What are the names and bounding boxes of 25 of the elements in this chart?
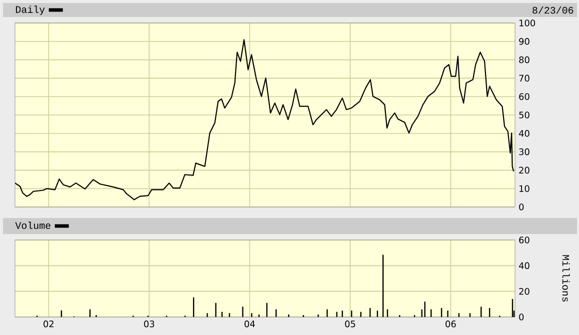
y-tick-label: 60 bbox=[519, 93, 530, 100]
line-series bbox=[15, 39, 514, 200]
y-tick-label: 80 bbox=[519, 56, 530, 64]
legend-label: Daily bbox=[16, 6, 45, 15]
y-tick-label: 90 bbox=[519, 38, 530, 45]
y-tick-label: 60 bbox=[519, 236, 530, 244]
y-tick-label: 10 bbox=[520, 185, 530, 192]
text: 8/23/06 bbox=[532, 6, 574, 14]
y-tick-label: 0 bbox=[519, 314, 524, 320]
y-tick-label: 40 bbox=[518, 262, 530, 270]
y-tick-label: 30 bbox=[519, 148, 530, 156]
y-axis-title: Millions bbox=[562, 255, 570, 302]
legend-label: Volume bbox=[15, 222, 50, 229]
y-tick-label: 20 bbox=[519, 288, 530, 295]
y-tick-label: 50 bbox=[519, 112, 530, 118]
y-tick-label: 0 bbox=[519, 204, 524, 210]
x-tick-label: 05 bbox=[345, 320, 356, 328]
x-tick-label: 03 bbox=[144, 320, 154, 328]
x-tick-label: 02 bbox=[44, 320, 54, 328]
x-tick-label: 04 bbox=[244, 320, 255, 328]
y-tick-label: 20 bbox=[519, 166, 530, 174]
y-tick-label: 100 bbox=[520, 20, 536, 26]
y-tick-label: 70 bbox=[519, 74, 530, 82]
y-tick-label: 40 bbox=[518, 130, 530, 137]
x-tick-label: 06 bbox=[446, 320, 456, 328]
